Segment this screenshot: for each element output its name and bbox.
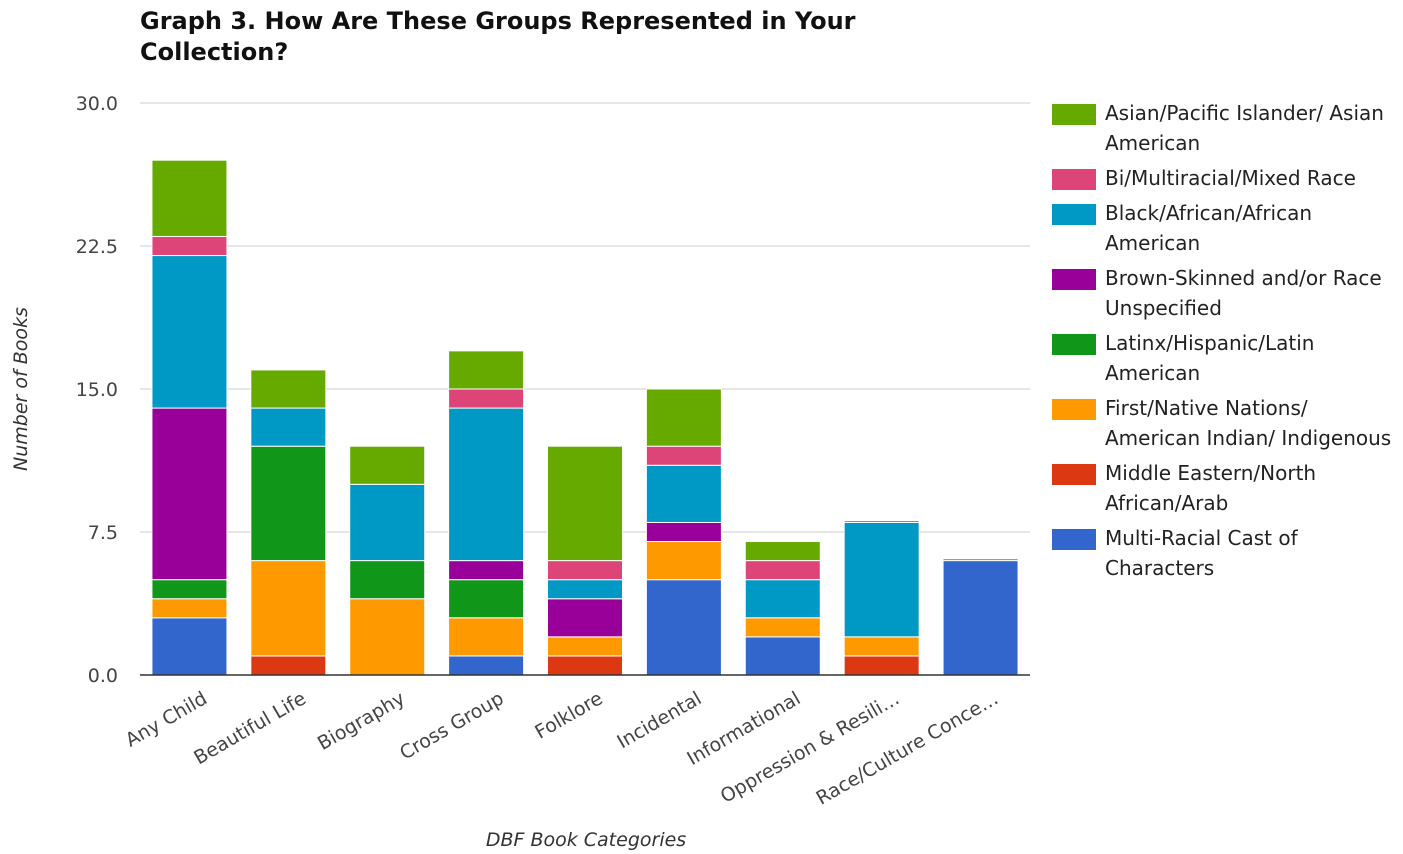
legend-swatch xyxy=(1052,169,1096,190)
bar-segment xyxy=(547,579,623,600)
x-tick-label: Incidental xyxy=(613,687,705,753)
bar-segment xyxy=(448,388,525,409)
bar-segment xyxy=(547,560,623,581)
bar-segment xyxy=(349,483,426,562)
bar-segment xyxy=(151,617,228,676)
legend-item: Multi-Racial Cast of Characters xyxy=(1052,523,1397,583)
x-tick-label: Biography xyxy=(314,687,409,754)
bar-segment xyxy=(448,655,525,676)
legend-swatch xyxy=(1052,464,1096,485)
legend-item: Middle Eastern/North African/Arab xyxy=(1052,458,1397,518)
legend-swatch xyxy=(1052,269,1096,290)
legend-label: Bi/Multiracial/Mixed Race xyxy=(1105,166,1356,190)
bar-segment xyxy=(448,407,525,562)
bar-segment xyxy=(547,445,623,562)
bar-segment xyxy=(744,636,821,676)
y-tick-label: 15.0 xyxy=(76,379,118,401)
bar-segment xyxy=(349,445,426,485)
y-tick-label: 7.5 xyxy=(88,522,118,544)
x-tick-label: Race/Culture Conce… xyxy=(812,687,1002,809)
bar-segment xyxy=(448,617,525,657)
x-tick-label: Folklore xyxy=(531,687,606,743)
legend-swatch xyxy=(1052,334,1096,355)
bar-segment xyxy=(645,579,722,676)
bar-segment xyxy=(349,598,426,676)
bar-segment xyxy=(547,636,623,657)
bar-segment xyxy=(843,521,920,638)
bar-segment xyxy=(448,579,525,619)
y-tick-label: 22.5 xyxy=(76,236,118,258)
bar-segment xyxy=(250,445,327,562)
legend-item: Brown-Skinned and/or Race Unspecified xyxy=(1052,263,1397,323)
legend-label: Black/African/African American xyxy=(1105,201,1313,255)
legend-label: Brown-Skinned and/or Race Unspecified xyxy=(1105,266,1382,320)
bar-segment xyxy=(744,617,821,638)
bar-segment xyxy=(547,598,623,638)
bar-segment xyxy=(744,560,821,581)
bar-segment xyxy=(250,369,327,409)
bar-segment xyxy=(942,560,1019,676)
legend-label: Asian/Pacific Islander/ Asian American xyxy=(1105,101,1384,155)
legend-label: Multi-Racial Cast of Characters xyxy=(1105,526,1298,580)
bar-segment xyxy=(645,541,722,581)
legend-swatch xyxy=(1052,399,1096,420)
bar-segment xyxy=(843,636,920,657)
y-tick-label: 0.0 xyxy=(88,665,118,687)
bar-segment xyxy=(151,159,228,237)
legend-swatch xyxy=(1052,104,1096,125)
legend-swatch xyxy=(1052,529,1096,550)
legend-item: Bi/Multiracial/Mixed Race xyxy=(1052,163,1397,193)
legend-item: Latinx/Hispanic/Latin American xyxy=(1052,328,1397,388)
bar-segment xyxy=(151,235,228,257)
bar-series xyxy=(151,159,1019,676)
bar-segment xyxy=(151,255,228,409)
bar-segment xyxy=(250,407,327,447)
x-tick-label: Any Child xyxy=(122,687,211,751)
bar-segment xyxy=(843,520,920,523)
bar-segment xyxy=(645,521,722,543)
bar-segment xyxy=(547,655,623,676)
bar-segment xyxy=(349,560,426,600)
bar-segment xyxy=(250,655,327,676)
legend-label: Middle Eastern/North African/Arab xyxy=(1105,461,1317,515)
legend-label: Latinx/Hispanic/Latin American xyxy=(1105,331,1315,385)
bar-segment xyxy=(744,541,821,562)
chart-title: Graph 3. How Are These Groups Represente… xyxy=(140,7,856,66)
bar-segment xyxy=(744,579,821,619)
bar-segment xyxy=(151,598,228,619)
bar-segment xyxy=(250,560,327,657)
legend: Asian/Pacific Islander/ Asian American Bi… xyxy=(1052,98,1397,588)
x-tick-label: Beautiful Life xyxy=(190,687,310,769)
legend-item: First/Native Nations/ American Indian/ I… xyxy=(1052,393,1397,453)
bar-segment xyxy=(843,655,920,676)
bar-segment xyxy=(151,407,228,581)
bar-segment xyxy=(645,445,722,466)
y-axis-title: Number of Books xyxy=(10,307,32,471)
legend-label: First/Native Nations/ American Indian/ I… xyxy=(1105,396,1392,450)
bar-segment xyxy=(151,579,228,600)
bar-segment xyxy=(942,558,1019,562)
bar-segment xyxy=(645,388,722,447)
bar-segment xyxy=(645,464,722,523)
legend-item: Asian/Pacific Islander/ Asian American xyxy=(1052,98,1397,158)
x-axis-title: DBF Book Categories xyxy=(486,829,686,851)
y-tick-label: 30.0 xyxy=(76,93,118,115)
x-tick-label: Oppression & Resili… xyxy=(717,687,903,807)
bar-segment xyxy=(448,560,525,581)
legend-swatch xyxy=(1052,204,1096,225)
x-tick-label: Cross Group xyxy=(396,687,507,764)
bar-segment xyxy=(448,350,525,390)
legend-item: Black/African/African American xyxy=(1052,198,1397,258)
